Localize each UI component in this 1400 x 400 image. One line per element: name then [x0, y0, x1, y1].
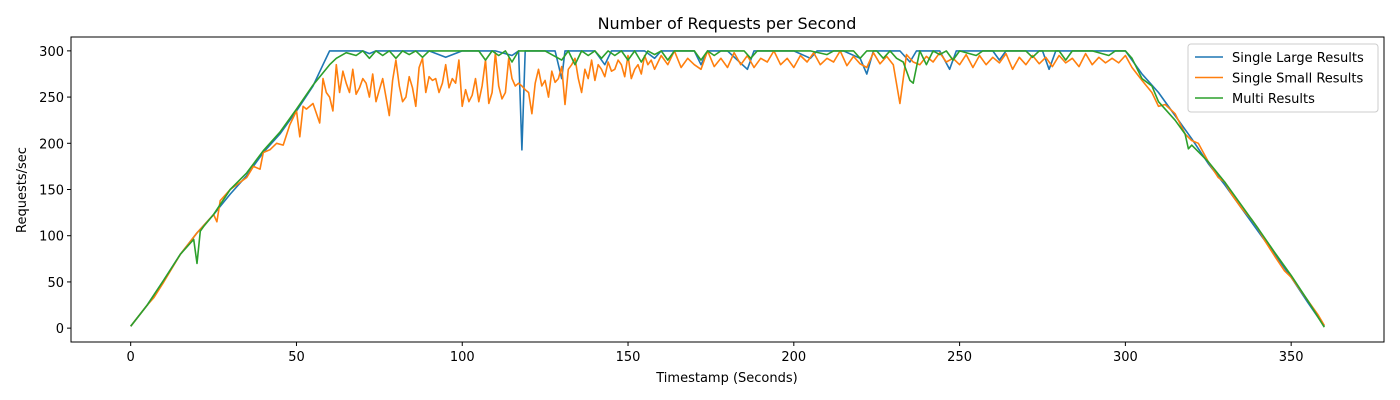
legend-frame — [1187, 43, 1379, 113]
y-tick-label: 200 — [39, 137, 64, 152]
x-tick-label: 100 — [450, 350, 475, 365]
legend: Single Large Results Single Small Results… — [1187, 43, 1379, 113]
x-axis-label: Timestamp (Seconds) — [655, 371, 797, 386]
x-tick-label: 250 — [947, 350, 972, 365]
x-tick-label: 50 — [288, 350, 305, 365]
y-tick-label: 250 — [39, 91, 64, 106]
y-tick-label: 50 — [47, 276, 64, 291]
y-tick-label: 150 — [39, 184, 64, 199]
x-tick-label: 300 — [1113, 350, 1138, 365]
series-line-2 — [130, 50, 1325, 328]
series-line-1 — [130, 50, 1325, 327]
legend-label: Multi Results — [1232, 92, 1315, 107]
y-tick-label: 300 — [39, 45, 64, 60]
x-tick-label: 150 — [616, 350, 641, 365]
y-tick-label: 100 — [39, 230, 64, 245]
y-tick-label: 0 — [56, 322, 64, 337]
x-tick-label: 200 — [781, 350, 806, 365]
y-axis-label: Requests/sec — [15, 147, 30, 233]
x-tick-label: 0 — [127, 350, 135, 365]
legend-label: Single Small Results — [1232, 72, 1364, 87]
y-axis-ticks: 0 50 100 150 200 250 300 — [39, 45, 71, 337]
chart-title: Number of Requests per Second — [598, 14, 857, 33]
x-axis-ticks: 0 50 100 150 200 250 300 350 — [127, 342, 1304, 365]
x-tick-label: 350 — [1279, 350, 1304, 365]
legend-label: Single Large Results — [1232, 51, 1364, 66]
series-lines — [130, 50, 1325, 328]
